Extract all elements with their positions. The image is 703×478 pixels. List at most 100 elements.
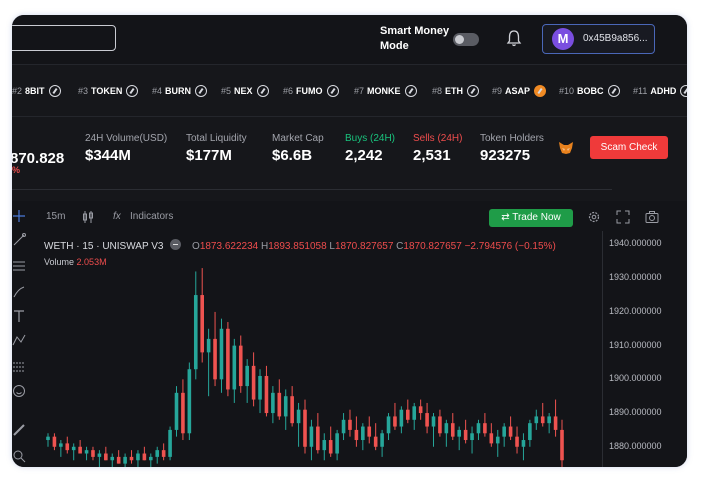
fullscreen-icon[interactable] [616, 210, 630, 224]
candle [476, 419, 481, 441]
candle-body [521, 440, 526, 447]
candle [495, 429, 500, 457]
brush-icon[interactable] [12, 285, 26, 299]
candle-body [187, 369, 192, 434]
collapse-legend-icon[interactable] [170, 239, 182, 250]
ticker-item[interactable]: #2 8BIT [12, 85, 61, 97]
candle-body [245, 365, 249, 387]
candle [91, 446, 95, 461]
chart-toolbar: 15m fx Indicators ⇄ Trade Now [12, 201, 687, 231]
dex-icon [195, 85, 208, 97]
settings-gear-icon[interactable] [587, 210, 601, 224]
candle-body [534, 416, 539, 424]
ticker-rank: #8 [432, 86, 443, 96]
candle-body [316, 426, 320, 451]
pattern-icon[interactable] [12, 333, 26, 347]
interval-button[interactable]: 15m [46, 211, 66, 222]
stat-liquidity: Total Liquidity $177M [186, 133, 247, 164]
metamask-fox-icon[interactable] [558, 141, 574, 155]
smart-money-toggle[interactable] [453, 33, 479, 46]
wallet-avatar: M [552, 28, 574, 50]
indicators-button[interactable]: Indicators [130, 211, 174, 222]
candle [52, 433, 57, 451]
ticker-item[interactable]: #11 ADHD [633, 85, 687, 97]
candle [438, 409, 442, 437]
ticker-item[interactable]: #3 TOKEN [78, 85, 139, 97]
candle [129, 450, 134, 464]
candle [309, 419, 314, 461]
app-window: Smart Money Mode M 0x45B9a856... #2 8BIT #… [12, 15, 687, 467]
stat-sells: Sells (24H) 2,531 [413, 133, 462, 164]
candle-type-icon[interactable] [81, 210, 95, 224]
fib-icon[interactable] [12, 259, 26, 273]
candle-body [168, 429, 172, 457]
ticker-rank: #3 [78, 86, 89, 96]
candle [110, 453, 115, 467]
ticker-item[interactable]: #6 FUMO [283, 85, 339, 97]
ticker-item[interactable]: #4 BURN [152, 85, 208, 97]
token-stats: 870.828 % 24H Volume(USD) $344M Total Li… [12, 117, 687, 189]
ticker-item[interactable]: #8 ETH [432, 85, 480, 97]
candle [142, 446, 147, 461]
bell-icon[interactable] [505, 28, 523, 48]
asap-icon [534, 85, 547, 97]
ticker-symbol: TOKEN [91, 86, 123, 96]
trade-now-button[interactable]: ⇄ Trade Now [489, 209, 573, 227]
ticker-item[interactable]: #10 BOBC [559, 85, 620, 97]
search-input[interactable] [12, 25, 116, 51]
smart-money-mode-label: Smart Money Mode [380, 25, 450, 52]
price-axis[interactable]: 1940.000000 1930.000000 1920.000000 1910.00… [602, 231, 687, 467]
candle-body [412, 406, 417, 420]
candle-body [418, 406, 423, 414]
candle-body [341, 419, 346, 434]
chart-panel: 15m fx Indicators ⇄ Trade Now [12, 201, 687, 467]
candle-body [123, 456, 127, 464]
trendline-icon[interactable] [12, 233, 26, 247]
candle [200, 268, 204, 363]
volume-label: 24H Volume(USD) [85, 133, 168, 144]
candle [412, 402, 417, 430]
candle [418, 399, 423, 420]
trending-ticker: #2 8BIT #3 TOKEN #4 BURN #5 NEX #6 FUMO #7 MONKE #8 E… [12, 65, 687, 117]
candle-body [393, 416, 397, 427]
candle [123, 453, 127, 467]
ticker-symbol: 8BIT [25, 86, 45, 96]
candle-body [136, 453, 140, 461]
measure-icon[interactable] [12, 359, 26, 373]
drawing-tools [12, 201, 34, 467]
candle [104, 446, 108, 461]
fx-icon[interactable]: fx [113, 211, 121, 222]
candle [470, 426, 474, 454]
open-value: 1873.622234 [199, 241, 259, 252]
crosshair-icon[interactable] [12, 209, 26, 223]
price-tick-label: 1910.000000 [609, 339, 662, 350]
dex-icon [467, 85, 480, 97]
candle-body [476, 423, 481, 434]
volume-value: $344M [85, 147, 131, 164]
stat-volume: 24H Volume(USD) $344M [85, 133, 167, 164]
pair-label: WETH · 15 · UNISWAP V3 [44, 241, 164, 252]
ticker-item[interactable]: #7 MONKE [354, 85, 417, 97]
candle-body [200, 295, 204, 353]
wallet-button[interactable]: M 0x45B9a856... [542, 24, 655, 54]
candle-body [560, 429, 564, 461]
ticker-item[interactable]: #9 ASAP [492, 85, 547, 97]
emoji-icon[interactable] [12, 384, 26, 398]
dex-icon [48, 85, 61, 97]
candle [206, 328, 211, 397]
candle-body [296, 409, 301, 424]
candle [187, 362, 192, 441]
camera-icon[interactable] [645, 210, 659, 224]
ticker-item[interactable]: #5 NEX [221, 85, 269, 97]
price-tick-label: 1930.000000 [609, 272, 662, 283]
zoom-icon[interactable] [12, 449, 26, 463]
candle-body [431, 416, 436, 427]
text-tool-icon[interactable] [12, 309, 26, 323]
candle-body [515, 436, 519, 447]
top-header: Smart Money Mode M 0x45B9a856... [12, 15, 687, 65]
ruler-icon[interactable] [12, 423, 26, 437]
candlestick-chart[interactable] [34, 231, 602, 467]
scam-check-button[interactable]: Scam Check [590, 136, 668, 159]
ticker-rank: #7 [354, 86, 365, 96]
candle-body [309, 426, 314, 447]
